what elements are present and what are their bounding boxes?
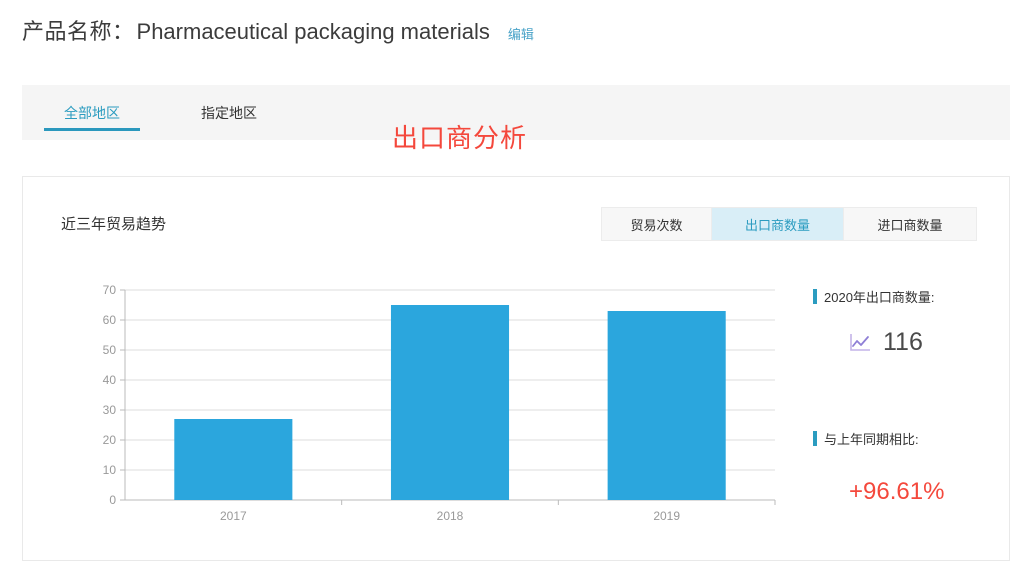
bar-chart: 0 10 20 30 40 50 60 70 2017 2018 2019 — [83, 282, 783, 532]
y-tick-label: 20 — [103, 433, 117, 447]
card-title: 近三年贸易趋势 — [61, 216, 167, 233]
metric-button-exporter-count[interactable]: 出口商数量 — [712, 208, 844, 240]
tab-all-regions[interactable]: 全部地区 — [64, 104, 120, 121]
y-tick-label: 30 — [103, 403, 117, 417]
trade-trend-card: 近三年贸易趋势 贸易次数 出口商数量 进口商数量 0 10 20 30 40 50 60 70… — [22, 176, 1010, 561]
edit-link[interactable]: 编辑 — [507, 27, 534, 42]
y-tick-label: 0 — [109, 493, 116, 507]
stat-exporter-count: 2020年出口商数量: 116 — [813, 287, 998, 357]
product-name-value: Pharmaceutical packaging materials — [136, 19, 490, 44]
tab-specified-region[interactable]: 指定地区 — [201, 104, 257, 121]
stats-panel: 2020年出口商数量: 116 与上年同期相比: +96.61% — [813, 287, 998, 506]
stat-label-exporter-count: 2020年出口商数量: — [824, 290, 935, 305]
page-title: 产品名称： Pharmaceutical packaging materials… — [22, 14, 534, 46]
tab-active-indicator — [44, 128, 140, 131]
accent-bar-icon — [813, 431, 817, 446]
bar-chart-svg: 0 10 20 30 40 50 60 70 2017 2018 2019 — [103, 283, 776, 523]
y-tick-label: 10 — [103, 463, 117, 477]
accent-bar-icon — [813, 289, 817, 304]
bar — [607, 311, 726, 500]
metric-button-trade-count[interactable]: 贸易次数 — [602, 208, 712, 240]
annotation-label: 出口商分析 — [392, 123, 528, 153]
line-chart-icon — [850, 333, 870, 351]
stat-yoy-change: 与上年同期相比: +96.61% — [813, 429, 998, 506]
y-tick-label: 50 — [103, 343, 117, 357]
y-tick-label: 40 — [103, 373, 117, 387]
y-tick-label: 60 — [103, 313, 117, 327]
metric-button-importer-count[interactable]: 进口商数量 — [844, 208, 976, 240]
region-tab-bar: 全部地区 指定地区 — [22, 85, 1010, 140]
stat-label-yoy-change: 与上年同期相比: — [824, 432, 919, 447]
metric-toggle-group: 贸易次数 出口商数量 进口商数量 — [601, 207, 977, 241]
product-name-label: 产品名称： — [22, 19, 135, 44]
stat-value-yoy-change: +96.61% — [849, 478, 945, 505]
x-tick-label: 2018 — [437, 509, 464, 523]
y-tick-label: 70 — [103, 283, 117, 297]
x-tick-label: 2019 — [653, 509, 680, 523]
bar — [390, 305, 510, 500]
x-tick-label: 2017 — [220, 509, 247, 523]
bar — [174, 419, 293, 500]
stat-value-exporter-count: 116 — [883, 328, 923, 356]
